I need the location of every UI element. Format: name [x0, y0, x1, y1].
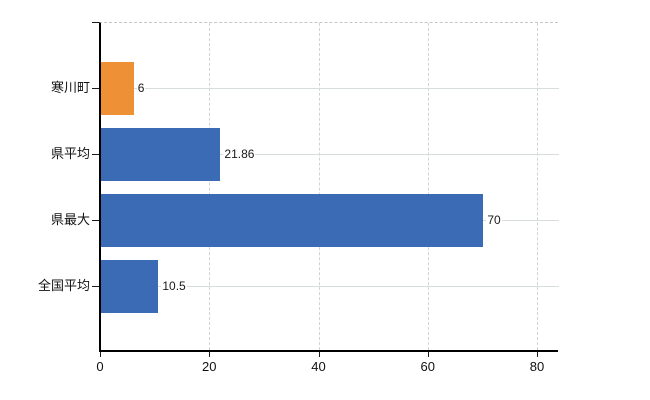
- category-label: 全国平均: [37, 278, 90, 293]
- x-tick-label: 80: [529, 359, 545, 374]
- category-label: 寒川町: [50, 80, 90, 95]
- x-tick-label: 0: [96, 359, 104, 374]
- bar-寒川町: [101, 61, 134, 115]
- x-tick-label: 60: [420, 359, 435, 374]
- bar-value-label: 10.5: [161, 278, 187, 294]
- x-axis-tick: [209, 352, 211, 357]
- category-label: 県平均: [50, 146, 90, 161]
- bar-県平均: [101, 127, 221, 181]
- category-gridline: [101, 88, 559, 89]
- y-axis-end-tick: [92, 22, 99, 23]
- x-axis-tick: [537, 352, 538, 357]
- plot-area: [99, 22, 558, 352]
- y-axis-tick: [92, 88, 99, 89]
- bar-value-label: 6: [136, 80, 146, 96]
- y-axis-tick: [92, 154, 99, 155]
- vertical-gridline: [427, 23, 429, 350]
- x-tick-label: 40: [311, 359, 326, 374]
- category-gridline: [101, 286, 559, 287]
- y-axis-tick: [92, 286, 99, 287]
- vertical-gridline: [537, 23, 538, 350]
- bar-県最大: [101, 193, 484, 247]
- category-gridline: [101, 154, 559, 155]
- x-axis-tick: [427, 352, 429, 357]
- vertical-gridline: [209, 23, 211, 350]
- x-axis-tick: [100, 352, 101, 357]
- bar-value-label: 70: [486, 212, 502, 228]
- bar-全国平均: [101, 259, 159, 313]
- x-axis-tick: [318, 352, 320, 357]
- vertical-gridline: [318, 23, 320, 350]
- bar-value-label: 21.86: [223, 146, 256, 162]
- x-tick-label: 20: [202, 359, 217, 374]
- y-axis-tick: [92, 220, 99, 221]
- category-label: 県最大: [50, 212, 90, 227]
